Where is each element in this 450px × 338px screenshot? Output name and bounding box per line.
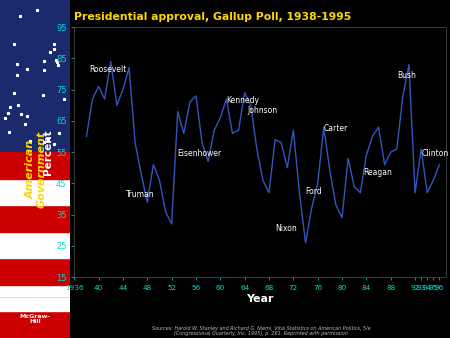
Bar xyxy=(0,311,70,338)
Bar xyxy=(0,205,70,232)
Bar xyxy=(0,232,70,258)
Text: Truman: Truman xyxy=(126,190,155,199)
Text: Roosevelt: Roosevelt xyxy=(90,65,127,74)
Bar xyxy=(0,258,70,285)
Text: Ford: Ford xyxy=(306,187,322,196)
Y-axis label: Percent: Percent xyxy=(43,129,53,175)
Text: Kennedy: Kennedy xyxy=(226,96,259,105)
Bar xyxy=(0,0,70,152)
Bar xyxy=(0,179,70,205)
Text: McGraw-
Hill: McGraw- Hill xyxy=(19,314,50,324)
Text: Clinton: Clinton xyxy=(421,149,448,158)
Text: Sources: Harold W. Stanley and Richard G. Niemi, Vital Statistics on American Po: Sources: Harold W. Stanley and Richard G… xyxy=(152,325,370,336)
Text: Carter: Carter xyxy=(324,124,348,134)
Text: Nixon: Nixon xyxy=(275,224,297,234)
Text: Reagan: Reagan xyxy=(363,168,392,177)
Text: Presidential approval, Gallup Poll, 1938-1995: Presidential approval, Gallup Poll, 1938… xyxy=(74,12,351,22)
Text: Bush: Bush xyxy=(397,71,416,80)
Bar xyxy=(0,285,70,311)
Text: American
Government: American Government xyxy=(26,130,47,208)
Text: Eisenhower: Eisenhower xyxy=(178,149,222,158)
Bar xyxy=(0,152,70,179)
Text: Johnson: Johnson xyxy=(248,105,278,115)
X-axis label: Year: Year xyxy=(246,294,274,304)
